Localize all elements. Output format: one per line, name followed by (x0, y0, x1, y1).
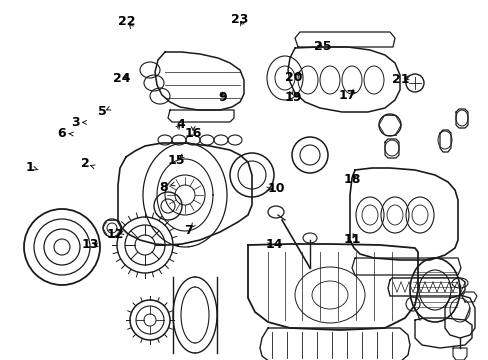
Text: 7: 7 (183, 224, 192, 237)
Text: 3: 3 (71, 116, 80, 129)
Text: 12: 12 (106, 228, 123, 240)
Text: 23: 23 (230, 13, 248, 26)
Text: 18: 18 (343, 174, 360, 186)
Text: 20: 20 (284, 71, 302, 84)
Text: 13: 13 (81, 238, 99, 251)
Text: 22: 22 (118, 15, 136, 28)
Text: 8: 8 (159, 181, 168, 194)
Text: 19: 19 (284, 91, 302, 104)
Text: 14: 14 (264, 238, 282, 251)
Text: 1: 1 (26, 161, 35, 174)
Text: 9: 9 (218, 91, 226, 104)
Text: 21: 21 (391, 73, 409, 86)
Text: 5: 5 (98, 105, 107, 118)
Text: 16: 16 (184, 127, 202, 140)
Text: 11: 11 (343, 233, 360, 246)
Text: 25: 25 (313, 40, 331, 53)
Text: 24: 24 (112, 72, 130, 85)
Text: 6: 6 (57, 127, 65, 140)
Text: 2: 2 (81, 157, 90, 170)
Text: 4: 4 (176, 118, 185, 131)
Text: 15: 15 (167, 154, 184, 167)
Text: 10: 10 (267, 183, 285, 195)
Text: 17: 17 (338, 89, 355, 102)
